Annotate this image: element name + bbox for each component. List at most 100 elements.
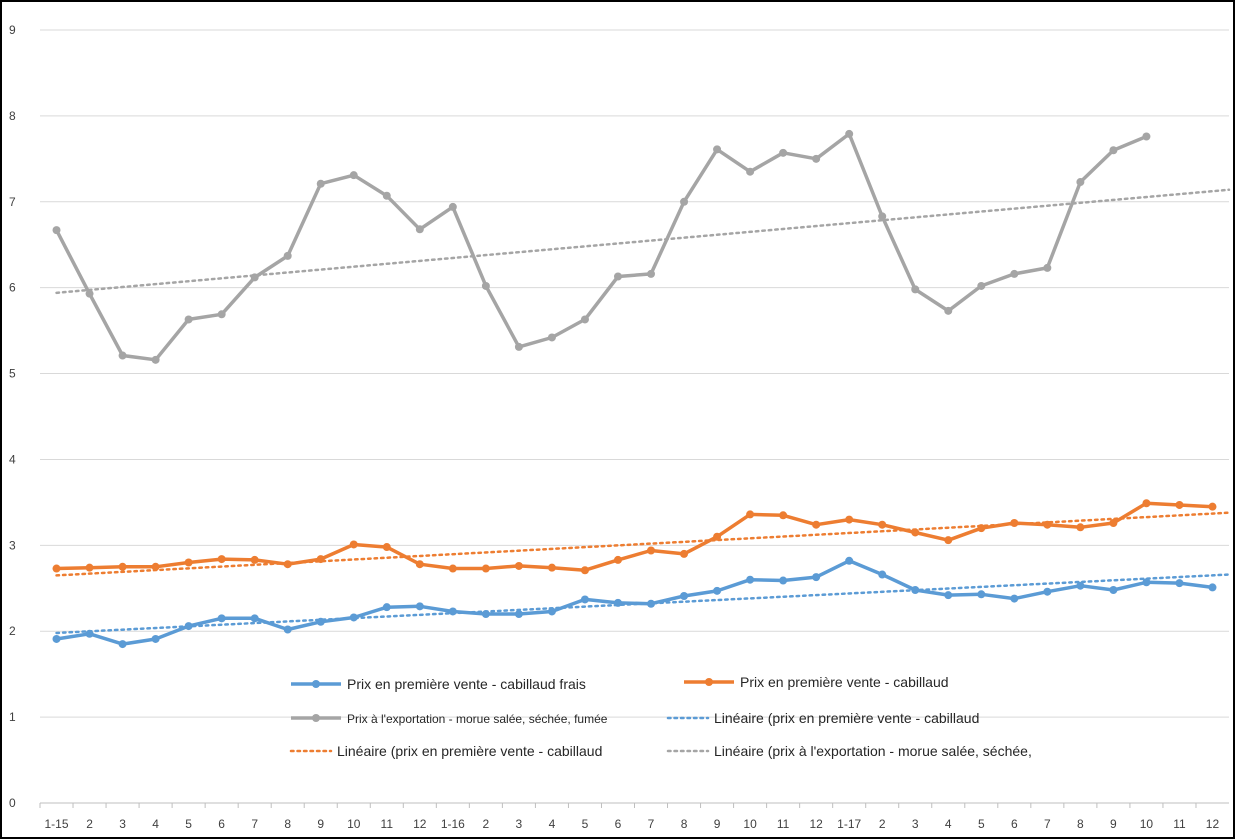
data-point-1 <box>316 555 325 564</box>
y-tick-label: 2 <box>9 624 16 638</box>
data-point-0 <box>911 585 920 594</box>
data-point-2 <box>680 197 689 206</box>
data-point-2 <box>547 333 556 342</box>
data-point-1 <box>680 549 689 558</box>
y-tick-label: 1 <box>9 710 16 724</box>
y-tick-label: 0 <box>9 796 16 810</box>
data-point-2 <box>85 289 94 298</box>
trend-line-4 <box>55 511 1231 577</box>
data-point-0 <box>1175 579 1184 588</box>
data-point-2 <box>746 167 755 176</box>
x-tick-label: 11 <box>1173 817 1186 831</box>
data-point-1 <box>613 555 622 564</box>
data-point-2 <box>316 179 325 188</box>
data-point-0 <box>1010 594 1019 603</box>
data-point-2 <box>779 148 788 157</box>
legend-label-3: Linéaire (prix en première vente - cabil… <box>714 710 979 726</box>
data-point-0 <box>1076 581 1085 590</box>
data-point-0 <box>481 610 490 619</box>
x-tick-label: 10 <box>347 817 361 831</box>
data-point-1 <box>911 528 920 537</box>
data-point-2 <box>613 272 622 281</box>
x-tick-label: 7 <box>251 817 258 831</box>
x-tick-label: 6 <box>1011 817 1018 831</box>
data-point-2 <box>184 315 193 324</box>
y-tick-label: 9 <box>9 23 16 37</box>
data-point-1 <box>1076 523 1085 532</box>
data-point-2 <box>481 281 490 290</box>
legend-marker-0 <box>312 680 320 688</box>
x-tick-label: 3 <box>912 817 919 831</box>
data-point-0 <box>779 576 788 585</box>
data-point-2 <box>151 355 160 364</box>
data-point-2 <box>118 351 127 360</box>
data-point-2 <box>349 171 358 180</box>
y-tick-label: 8 <box>9 109 16 123</box>
data-point-2 <box>250 273 259 282</box>
data-point-0 <box>151 634 160 643</box>
data-point-1 <box>217 555 226 564</box>
data-point-1 <box>250 555 259 564</box>
data-point-2 <box>448 202 457 211</box>
data-point-2 <box>415 225 424 234</box>
data-point-2 <box>812 154 821 163</box>
data-point-0 <box>217 614 226 623</box>
x-tick-label: 5 <box>978 817 985 831</box>
data-point-1 <box>713 532 722 541</box>
legend-label-0: Prix en première vente - cabillaud frais <box>347 676 586 692</box>
series-line-2 <box>54 132 1148 362</box>
x-tick-label: 8 <box>681 817 688 831</box>
x-tick-label: 9 <box>317 817 324 831</box>
data-point-2 <box>1109 146 1118 155</box>
data-series <box>52 129 1217 649</box>
data-point-2 <box>580 315 589 324</box>
legend: Prix en première vente - cabillaud frais… <box>289 674 1032 759</box>
data-point-2 <box>1076 178 1085 187</box>
x-tick-label: 1-16 <box>441 817 465 831</box>
x-tick-label: 3 <box>516 817 523 831</box>
data-point-0 <box>52 634 61 643</box>
x-tick-label: 2 <box>879 817 886 831</box>
legend-label-1: Prix en première vente - cabillaud <box>740 674 949 690</box>
data-point-0 <box>85 629 94 638</box>
legend-marker-1 <box>705 678 713 686</box>
data-point-2 <box>977 281 986 290</box>
x-tick-label: 10 <box>743 817 757 831</box>
data-point-0 <box>1208 583 1217 592</box>
x-tick-label: 7 <box>648 817 655 831</box>
data-point-0 <box>1142 578 1151 587</box>
x-tick-label: 12 <box>809 817 823 831</box>
data-point-0 <box>580 595 589 604</box>
x-axis-ticks: 1-15 2 3 4 5 6 7 8 9 10 11 12 1-16 2 3 4 5 6 7 8 9 10 11 12 1-17… <box>44 817 1219 831</box>
data-point-0 <box>713 586 722 595</box>
x-tick-label: 4 <box>549 817 556 831</box>
legend-marker-2 <box>312 714 320 722</box>
data-point-1 <box>85 563 94 572</box>
x-tick-label: 11 <box>381 817 394 831</box>
data-point-1 <box>1109 519 1118 528</box>
x-tick-label: 6 <box>218 817 225 831</box>
data-point-2 <box>713 145 722 154</box>
series-line-1 <box>56 501 1213 572</box>
data-point-0 <box>647 599 656 608</box>
legend-label-2: Prix à l'exportation - morue salée, séch… <box>347 712 608 726</box>
x-tick-label: 11 <box>777 817 790 831</box>
data-point-1 <box>944 536 953 545</box>
data-point-0 <box>514 610 523 619</box>
data-point-1 <box>845 515 854 524</box>
x-tick-label: 1-17 <box>837 817 861 831</box>
data-point-1 <box>118 562 127 571</box>
data-point-1 <box>746 510 755 519</box>
x-tick-label: 2 <box>86 817 93 831</box>
y-tick-label: 6 <box>9 281 16 295</box>
data-point-0 <box>349 613 358 622</box>
data-point-0 <box>977 590 986 599</box>
series-line-0 <box>56 559 1213 646</box>
data-point-1 <box>415 560 424 569</box>
data-point-2 <box>944 306 953 315</box>
x-tick-label: 5 <box>185 817 192 831</box>
data-point-1 <box>647 546 656 555</box>
data-point-1 <box>779 511 788 520</box>
